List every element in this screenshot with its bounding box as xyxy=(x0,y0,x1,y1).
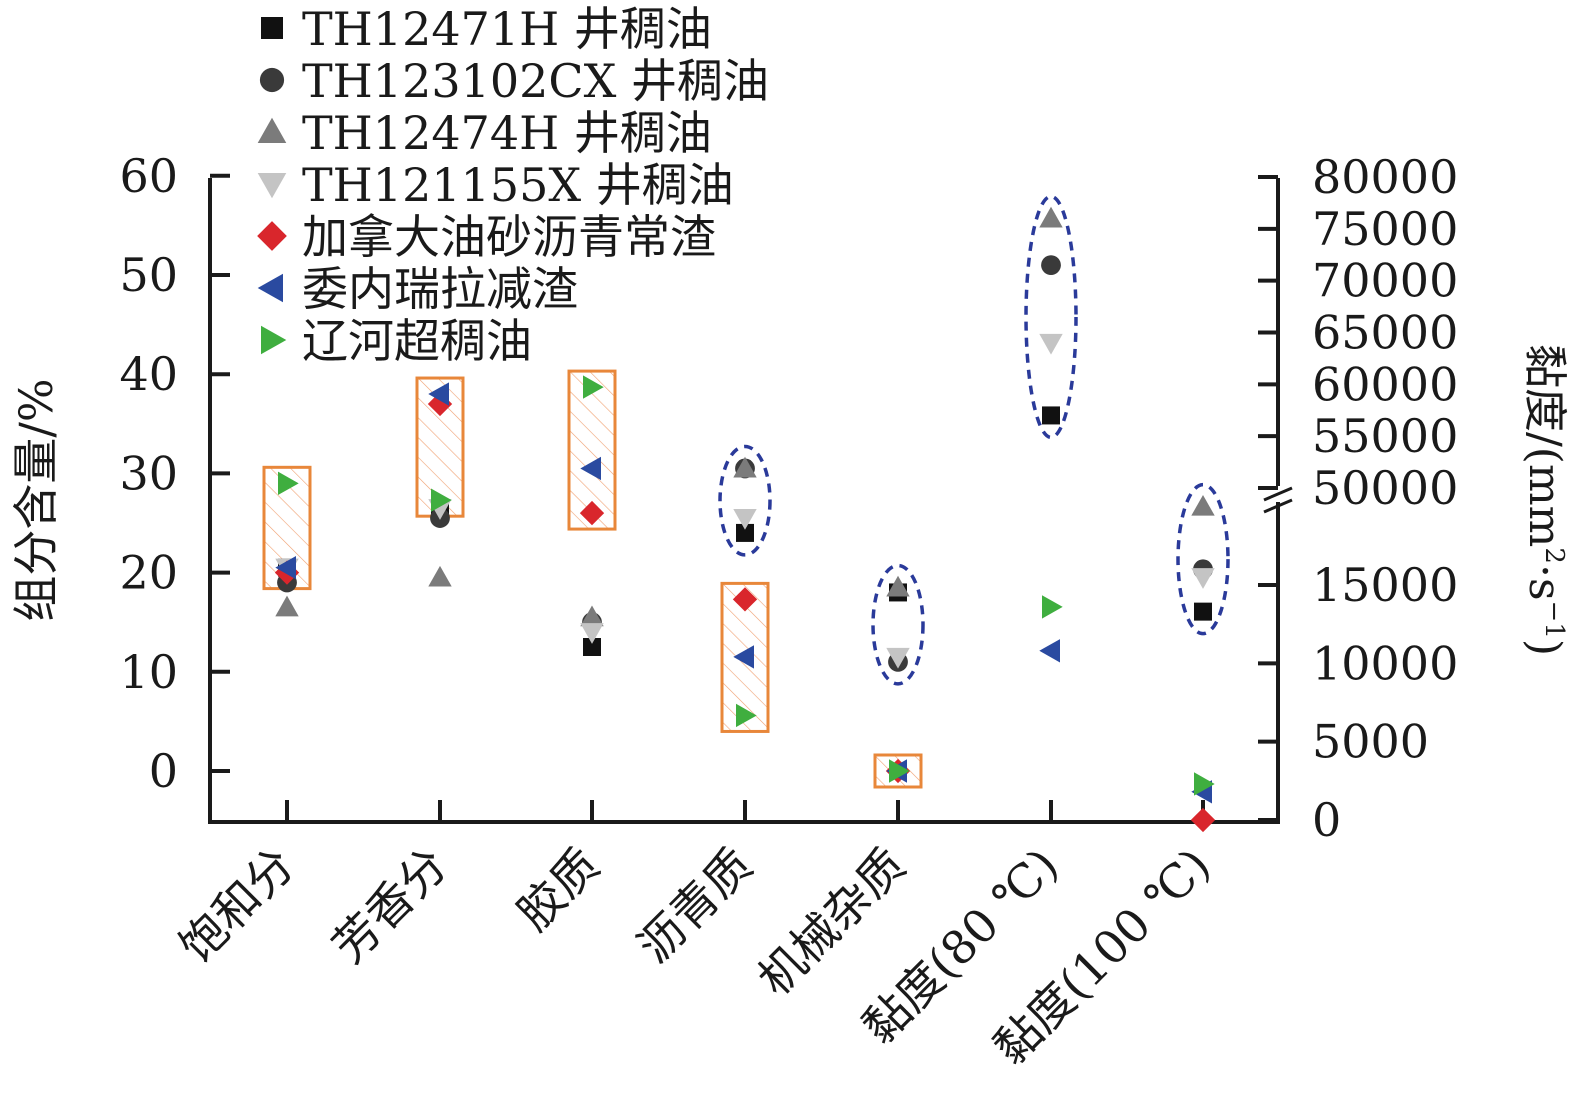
right-tick-label-80000: 80000 xyxy=(1312,150,1458,204)
right-tick-label-15000: 15000 xyxy=(1312,558,1458,612)
point-TH12474H-井稠油-胶质 xyxy=(580,605,604,627)
left-tick-label-60: 60 xyxy=(119,149,178,203)
point-TH123102CX-井稠油-黏度(80-℃) xyxy=(1041,255,1061,276)
legend-label-辽河超稠油: 辽河超稠油 xyxy=(302,314,532,368)
point-辽河超稠油-沥青质 xyxy=(736,703,757,728)
right-tick-label-60000: 60000 xyxy=(1312,357,1458,411)
right-axis-ticks: 0 5000 10000 15000 5000055000600006500070000… xyxy=(1258,150,1458,847)
legend-marker-委内瑞拉减渣 xyxy=(257,273,283,303)
highlight-box-border xyxy=(567,369,617,531)
right-tick-label-10000: 10000 xyxy=(1312,636,1458,690)
highlight-box-border xyxy=(873,753,923,789)
right-tick-label-55000: 55000 xyxy=(1312,409,1458,463)
legend-label-TH123102CX-井稠油: TH123102CX 井稠油 xyxy=(302,54,769,108)
point-委内瑞拉减渣-饱和分 xyxy=(275,555,296,580)
left-axis-ticks: 0 10 20 30 40 50 60 xyxy=(119,149,230,798)
legend-item-加拿大油砂沥青常渣: 加拿大油砂沥青常渣 xyxy=(257,210,716,264)
legend-item-TH12471H-井稠油: TH12471H 井稠油 xyxy=(261,2,712,56)
right-tick-label-0: 0 xyxy=(1312,793,1341,847)
legend-marker-TH12474H-井稠油 xyxy=(257,117,287,143)
point-辽河超稠油-胶质 xyxy=(583,375,604,399)
legend-item-委内瑞拉减渣: 委内瑞拉减渣 xyxy=(257,262,578,316)
highlight-box-胶质 xyxy=(567,369,617,531)
left-tick-label-0: 0 xyxy=(149,744,178,798)
point-加拿大油砂沥青常渣-胶质 xyxy=(579,500,605,526)
point-加拿大油砂沥青常渣-沥青质 xyxy=(732,587,758,612)
x-tick-label-芳香分: 芳香分 xyxy=(322,838,458,974)
legend-item-TH121155X-井稠油: TH121155X 井稠油 xyxy=(257,158,734,212)
x-tick-label-沥青质: 沥青质 xyxy=(627,838,763,974)
point-辽河超稠油-机械杂质 xyxy=(889,759,910,783)
left-tick-label-20: 20 xyxy=(119,546,178,600)
legend-item-TH12474H-井稠油: TH12474H 井稠油 xyxy=(257,106,712,160)
point-TH121155X-井稠油-沥青质 xyxy=(733,509,757,530)
point-委内瑞拉减渣-黏度(80-℃) xyxy=(1039,639,1060,663)
legend-marker-TH12471H-井稠油 xyxy=(261,17,283,39)
highlight-ellipse-黏度(100-℃) xyxy=(1176,482,1230,636)
point-辽河超稠油-黏度(80-℃) xyxy=(1042,595,1063,619)
series-TH121155X-井稠油 xyxy=(275,333,1215,669)
point-TH121155X-井稠油-机械杂质 xyxy=(886,647,910,669)
series-辽河超稠油 xyxy=(278,375,1215,796)
data-points xyxy=(274,206,1216,833)
point-TH12474H-井稠油-沥青质 xyxy=(733,456,757,478)
axis-break-marker xyxy=(1263,486,1293,514)
right-tick-label-70000: 70000 xyxy=(1312,254,1458,308)
highlight-ellipse-机械杂质 xyxy=(871,563,925,686)
point-委内瑞拉减渣-胶质 xyxy=(580,456,601,481)
legend-label-TH121155X-井稠油: TH121155X 井稠油 xyxy=(302,158,734,212)
point-TH12471H-井稠油-黏度(80-℃) xyxy=(1042,406,1060,425)
legend-marker-TH123102CX-井稠油 xyxy=(259,67,285,93)
point-委内瑞拉减渣-沥青质 xyxy=(733,645,754,669)
legend-label-加拿大油砂沥青常渣: 加拿大油砂沥青常渣 xyxy=(302,210,716,264)
left-tick-label-50: 50 xyxy=(119,248,178,302)
point-TH121155X-井稠油-黏度(80-℃) xyxy=(1039,333,1063,355)
point-TH12471H-井稠油-黏度(100-℃) xyxy=(1194,602,1212,621)
point-辽河超稠油-饱和分 xyxy=(278,471,299,496)
left-tick-label-10: 10 xyxy=(119,645,178,699)
right-axis-label: 黏度/(mm2·s−1) xyxy=(1519,344,1570,656)
point-辽河超稠油-芳香分 xyxy=(431,488,452,512)
point-TH12474H-井稠油-芳香分 xyxy=(428,565,452,587)
point-TH121155X-井稠油-胶质 xyxy=(580,623,604,644)
left-axis-label: 组分含量/% xyxy=(9,378,63,621)
legend-item-TH123102CX-井稠油: TH123102CX 井稠油 xyxy=(259,54,769,108)
right-tick-label-65000: 65000 xyxy=(1312,306,1458,360)
left-tick-label-30: 30 xyxy=(119,446,178,500)
left-tick-label-40: 40 xyxy=(119,347,178,401)
legend-label-委内瑞拉减渣: 委内瑞拉减渣 xyxy=(302,262,578,316)
right-tick-label-5000: 5000 xyxy=(1312,715,1429,769)
point-委内瑞拉减渣-芳香分 xyxy=(428,382,449,406)
legend-marker-辽河超稠油 xyxy=(261,325,287,355)
legend-marker-TH121155X-井稠油 xyxy=(257,173,287,199)
point-TH12471H-井稠油-沥青质 xyxy=(736,523,754,542)
point-TH12474H-井稠油-机械杂质 xyxy=(886,575,910,597)
legend-item-辽河超稠油: 辽河超稠油 xyxy=(261,314,532,368)
point-辽河超稠油-黏度(100-℃) xyxy=(1194,772,1215,796)
point-TH12474H-井稠油-饱和分 xyxy=(275,595,299,617)
point-TH12474H-井稠油-黏度(100-℃) xyxy=(1191,494,1215,516)
point-加拿大油砂沥青常渣-黏度(100-℃) xyxy=(1190,807,1216,833)
x-tick-label-饱和分: 饱和分 xyxy=(169,838,305,974)
right-tick-label-75000: 75000 xyxy=(1312,202,1458,256)
highlight-box-border xyxy=(720,581,770,733)
legend-label-TH12471H-井稠油: TH12471H 井稠油 xyxy=(302,2,712,56)
highlight-ellipse-沥青质 xyxy=(718,444,772,557)
series-TH12474H-井稠油 xyxy=(275,206,1215,627)
point-TH12474H-井稠油-黏度(80-℃) xyxy=(1039,206,1063,228)
point-TH12471H-井稠油-胶质 xyxy=(583,638,601,656)
legend-label-TH12474H-井稠油: TH12474H 井稠油 xyxy=(302,106,712,160)
highlight-ellipse-黏度(80-℃) xyxy=(1024,194,1078,440)
point-TH121155X-井稠油-黏度(100-℃) xyxy=(1191,568,1215,589)
x-tick-label-胶质: 胶质 xyxy=(507,838,610,941)
right-tick-label-50000: 50000 xyxy=(1312,461,1458,515)
legend-marker-加拿大油砂沥青常渣 xyxy=(257,221,287,251)
